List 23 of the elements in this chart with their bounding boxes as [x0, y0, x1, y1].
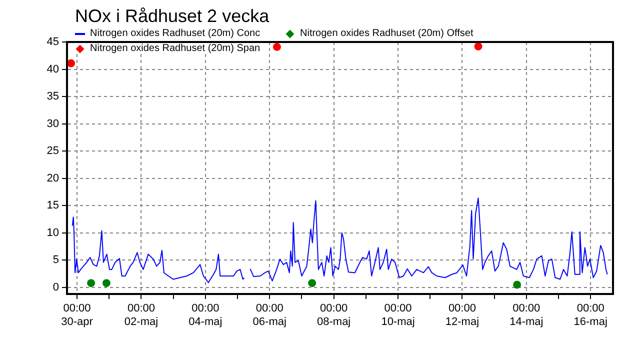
- y-tick-label: 20: [46, 172, 59, 184]
- y-tick-label: 45: [46, 36, 59, 48]
- y-tick-label: 35: [46, 90, 59, 103]
- y-tick-label: 25: [46, 145, 59, 158]
- y-tick-label: 10: [46, 226, 59, 239]
- x-tick-label: 00:00 10-maj: [381, 302, 415, 328]
- y-tick-label: 30: [46, 118, 59, 130]
- legend-label: Nitrogen oxides Radhuset (20m) Span: [90, 43, 260, 54]
- x-tick-label: 00:00 16-maj: [574, 302, 608, 328]
- legend-label: Nitrogen oxides Radhuset (20m) Offset: [300, 28, 474, 39]
- y-tick-label: 5: [52, 254, 59, 266]
- x-tick-label: 00:00 12-maj: [445, 302, 480, 328]
- x-tick-label: 00:00 02-maj: [124, 302, 158, 328]
- legend-label: Nitrogen oxides Radhuset (20m) Conc: [90, 28, 260, 39]
- y-tick-label: 15: [46, 200, 59, 212]
- y-tick-label: 40: [46, 63, 59, 76]
- x-tick-label: 00:00 14-maj: [510, 302, 544, 328]
- y-tick-label: 0: [52, 281, 59, 294]
- x-tick-label: 00:00 06-maj: [252, 302, 286, 328]
- chart-title: NOx i Rådhuset 2 vecka: [75, 6, 270, 27]
- x-tick-label: 00:00 30-apr: [61, 302, 94, 328]
- x-tick-label: 00:00 08-maj: [317, 302, 351, 328]
- x-tick-label: 00:00 04-maj: [188, 302, 222, 328]
